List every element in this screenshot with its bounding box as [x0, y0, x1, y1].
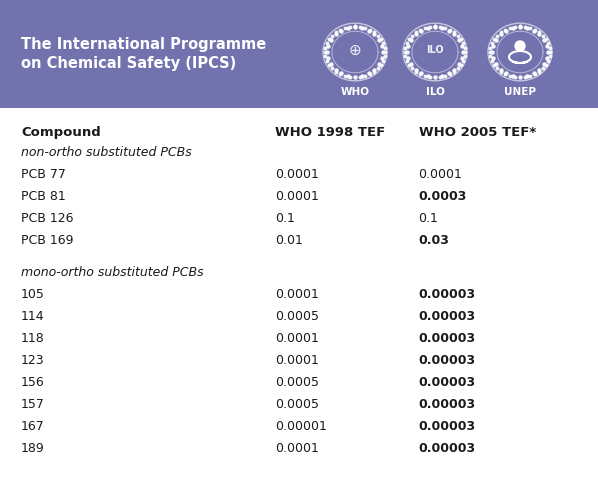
- Text: 0.1: 0.1: [419, 212, 438, 225]
- Text: 105: 105: [21, 288, 45, 301]
- Text: 0.0001: 0.0001: [275, 332, 319, 345]
- Text: 0.00003: 0.00003: [419, 398, 476, 411]
- Text: 0.1: 0.1: [275, 212, 295, 225]
- Text: The International Programme
on Chemical Safety (IPCS): The International Programme on Chemical …: [21, 36, 266, 71]
- Text: 0.0001: 0.0001: [275, 168, 319, 181]
- Text: 0.0001: 0.0001: [275, 288, 319, 301]
- Text: 0.00003: 0.00003: [419, 354, 476, 367]
- Text: 0.0005: 0.0005: [275, 376, 319, 389]
- Text: 0.0001: 0.0001: [419, 168, 462, 181]
- Text: UNEP: UNEP: [504, 87, 536, 97]
- Text: 0.01: 0.01: [275, 234, 303, 247]
- Text: 0.0001: 0.0001: [275, 354, 319, 367]
- Text: ILO: ILO: [426, 87, 444, 97]
- Text: 0.0003: 0.0003: [419, 190, 467, 203]
- Text: PCB 169: PCB 169: [21, 234, 74, 247]
- Text: ⊕: ⊕: [349, 42, 361, 57]
- Text: Compound: Compound: [21, 126, 100, 139]
- Text: PCB 77: PCB 77: [21, 168, 66, 181]
- Text: 156: 156: [21, 376, 45, 389]
- Text: 0.0005: 0.0005: [275, 398, 319, 411]
- Text: non-ortho substituted PCBs: non-ortho substituted PCBs: [21, 146, 192, 159]
- Text: 0.00003: 0.00003: [419, 288, 476, 301]
- Text: WHO 2005 TEF*: WHO 2005 TEF*: [419, 126, 536, 139]
- Circle shape: [515, 41, 525, 51]
- Text: mono-ortho substituted PCBs: mono-ortho substituted PCBs: [21, 266, 203, 279]
- Text: 0.00003: 0.00003: [419, 442, 476, 455]
- Text: PCB 81: PCB 81: [21, 190, 66, 203]
- Text: 0.0005: 0.0005: [275, 310, 319, 323]
- Text: 118: 118: [21, 332, 45, 345]
- Text: 0.0001: 0.0001: [275, 190, 319, 203]
- Text: 0.00003: 0.00003: [419, 310, 476, 323]
- Text: PCB 126: PCB 126: [21, 212, 74, 225]
- Text: 0.03: 0.03: [419, 234, 450, 247]
- Text: 0.00001: 0.00001: [275, 420, 327, 433]
- Text: 114: 114: [21, 310, 45, 323]
- Text: WHO: WHO: [340, 87, 370, 97]
- Text: ILO: ILO: [426, 45, 444, 55]
- Text: 0.0001: 0.0001: [275, 442, 319, 455]
- Text: WHO 1998 TEF: WHO 1998 TEF: [275, 126, 385, 139]
- Text: 0.00003: 0.00003: [419, 420, 476, 433]
- Text: 123: 123: [21, 354, 45, 367]
- Text: 157: 157: [21, 398, 45, 411]
- Text: 0.00003: 0.00003: [419, 332, 476, 345]
- Text: 0.00003: 0.00003: [419, 376, 476, 389]
- Text: 189: 189: [21, 442, 45, 455]
- Text: 167: 167: [21, 420, 45, 433]
- Bar: [0, 0, 598, 108]
